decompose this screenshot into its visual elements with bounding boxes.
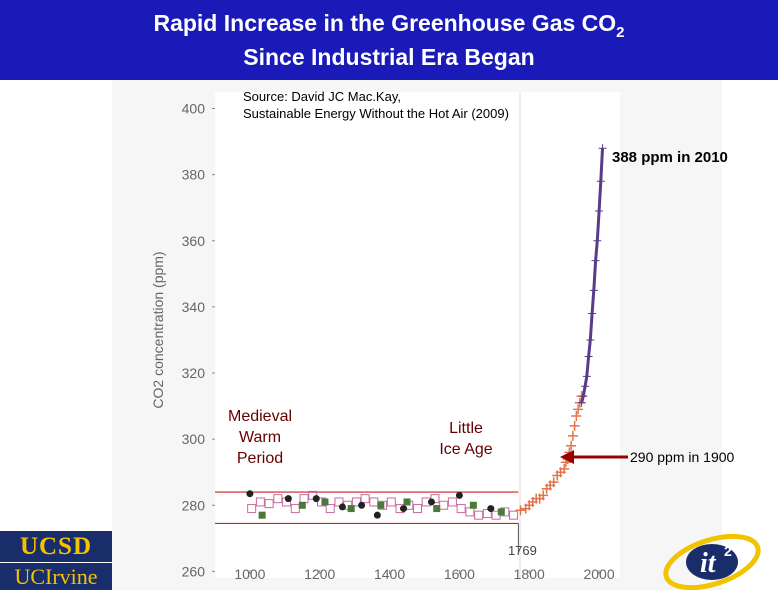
ice-core-point [334, 497, 344, 507]
dark-point [427, 498, 435, 506]
modern-point [595, 207, 604, 216]
lia-line2: Ice Age [439, 441, 493, 458]
ice-core-point [247, 504, 257, 514]
dark-point [455, 491, 463, 499]
ice-core-point [351, 497, 361, 507]
title-subscript: 2 [616, 24, 625, 41]
modern-point [577, 398, 586, 407]
modern-point [593, 236, 602, 245]
lia-line1: Little [449, 420, 483, 437]
modern-point [579, 392, 588, 401]
modern-point [586, 335, 595, 344]
modern-point [589, 286, 598, 295]
uci-logo: UCIrvine [0, 563, 112, 590]
source-line2: Sustainable Energy Without the Hot Air (… [243, 106, 509, 121]
x-tick-label: 1800 [514, 566, 545, 582]
y-axis-label: CO2 concentration (ppm) [150, 251, 166, 408]
x-tick-label: 1600 [444, 566, 475, 582]
source-line1: Source: David JC Mac.Kay, [243, 89, 401, 104]
ice-core-point [474, 510, 484, 520]
modern-point [596, 177, 605, 186]
modern-point [588, 309, 597, 318]
ice-core-point [413, 504, 422, 514]
green-point [377, 501, 385, 509]
ice-core-point [255, 497, 265, 507]
y-tick-label: 260 [182, 563, 206, 579]
green-point [403, 498, 411, 506]
dark-point [400, 505, 408, 513]
title-line1: Rapid Increase in the Greenhouse Gas CO2 [0, 10, 778, 41]
industrial-point [538, 490, 549, 501]
modern-point [591, 256, 600, 265]
y-tick-label: 340 [182, 299, 206, 315]
x-tick-label: 1200 [304, 566, 335, 582]
dark-point [338, 503, 346, 511]
y-tick-label: 280 [182, 497, 206, 513]
industrial-point [515, 505, 526, 516]
it2-logo-swoosh [663, 533, 761, 590]
ice-core-point [509, 510, 519, 520]
annotation-medieval-warm-period: Medieval Warm Period [218, 406, 302, 469]
ice-core-point [456, 504, 466, 514]
ucsd-logo: UCSD [0, 531, 112, 562]
industrial-point [548, 477, 559, 488]
title-line2: Since Industrial Era Began [243, 44, 535, 70]
green-point [433, 505, 441, 513]
title-main-text: Rapid Increase in the Greenhouse Gas CO [153, 10, 617, 36]
dark-point [312, 495, 320, 503]
ice-core-point [447, 497, 457, 507]
green-point [497, 508, 505, 516]
green-point [347, 505, 355, 513]
industrial-point [566, 440, 577, 451]
dark-point [284, 495, 292, 503]
industrial-point [569, 420, 580, 431]
medieval-line3: Period [236, 450, 284, 467]
green-point [258, 511, 266, 519]
modern-point [582, 372, 591, 381]
source-note: Source: David JC Mac.Kay, Sustainable En… [243, 88, 509, 122]
modern-point [598, 144, 607, 153]
it2-logo-sup: 2 [724, 543, 732, 559]
it2-logo: it 2 [663, 533, 761, 590]
it2-logo-disc [686, 544, 738, 580]
industrial-point [573, 404, 584, 415]
ice-core-point [360, 494, 370, 504]
y-tick-label: 400 [182, 101, 206, 117]
title-bar: Rapid Increase in the Greenhouse Gas CO2… [0, 0, 778, 80]
year-1769-label: 1769 [508, 543, 537, 558]
ice-core-point [273, 494, 283, 504]
annotation-little-ice-age: Little Ice Age [432, 418, 500, 460]
modern-point [581, 382, 590, 391]
dark-point [246, 490, 254, 498]
dark-point [373, 511, 381, 519]
green-point [469, 501, 477, 509]
dark-point [358, 501, 366, 509]
ice-core-point [482, 509, 492, 519]
x-tick-label: 1000 [234, 566, 265, 582]
it2-logo-text: it [700, 548, 717, 579]
green-point [298, 501, 306, 509]
industrial-point [567, 430, 578, 441]
ice-core-point [264, 499, 274, 509]
y-tick-label: 320 [182, 365, 206, 381]
plot-area [215, 92, 620, 578]
industrial-point [559, 463, 570, 474]
green-point [321, 498, 329, 506]
x-tick-label: 2000 [583, 566, 614, 582]
y-tick-label: 380 [182, 167, 206, 183]
ice-core-point [386, 497, 396, 507]
medieval-line2: Warm [238, 429, 282, 446]
x-tick-label: 1400 [374, 566, 405, 582]
industrial-point [571, 411, 582, 421]
arrow-1900-head [560, 450, 574, 464]
annotation-2010: 388 ppm in 2010 [612, 149, 728, 166]
annotation-1900: 290 ppm in 1900 [630, 449, 735, 465]
modern-point [584, 352, 593, 361]
y-tick-label: 300 [182, 431, 206, 447]
medieval-line1: Medieval [227, 408, 293, 425]
y-tick-label: 360 [182, 233, 206, 249]
dark-point [487, 505, 495, 513]
ice-core-point [325, 504, 335, 514]
